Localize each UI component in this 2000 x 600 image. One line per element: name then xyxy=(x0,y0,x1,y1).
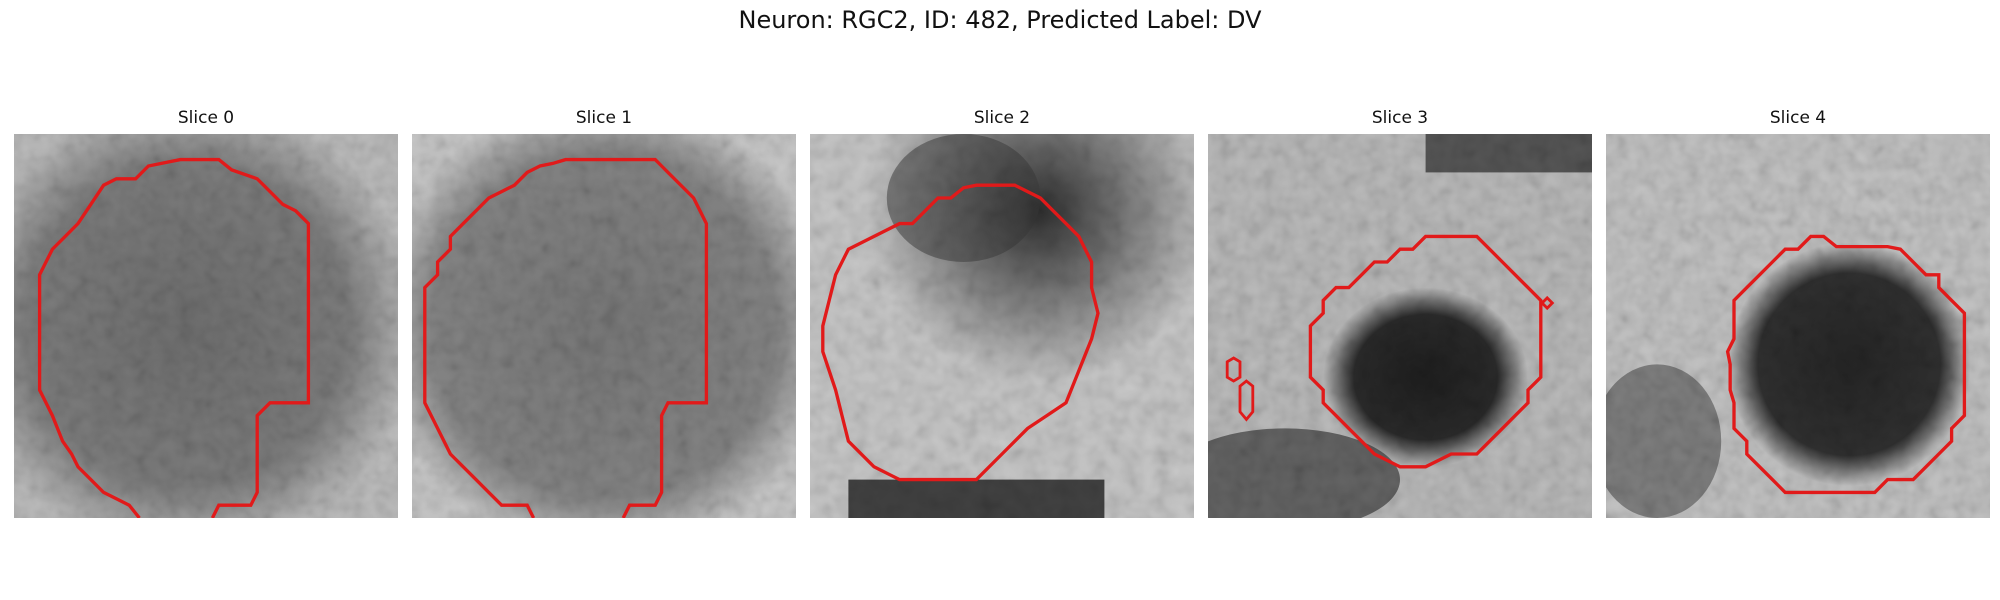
slice-title-0: Slice 0 xyxy=(177,108,235,128)
slice-title-4: Slice 4 xyxy=(1769,108,1827,128)
slice-noise-3 xyxy=(1208,134,1592,518)
slice-image-2 xyxy=(810,134,1194,518)
slice-image-0 xyxy=(14,134,398,518)
slice-noise-4 xyxy=(1606,134,1990,518)
slice-image-3 xyxy=(1208,134,1592,518)
cell-contour xyxy=(423,157,709,518)
small-contour-right xyxy=(1540,295,1555,311)
cell-contour xyxy=(1725,234,1967,495)
small-contour-left-lower xyxy=(1238,379,1255,422)
figure-title: Neuron: RGC2, ID: 482, Predicted Label: … xyxy=(738,6,1262,34)
cell-contour xyxy=(37,157,311,518)
slice-title-3: Slice 3 xyxy=(1371,108,1429,128)
cell-contour xyxy=(821,183,1100,482)
slice-title-1: Slice 1 xyxy=(575,108,633,128)
cell-contour xyxy=(1308,234,1543,469)
slice-noise-1 xyxy=(412,134,796,518)
slice-image-1 xyxy=(412,134,796,518)
slice-title-2: Slice 2 xyxy=(973,108,1031,128)
small-contour-left-upper xyxy=(1225,356,1242,383)
slice-image-4 xyxy=(1606,134,1990,518)
slice-noise-0 xyxy=(14,134,398,518)
